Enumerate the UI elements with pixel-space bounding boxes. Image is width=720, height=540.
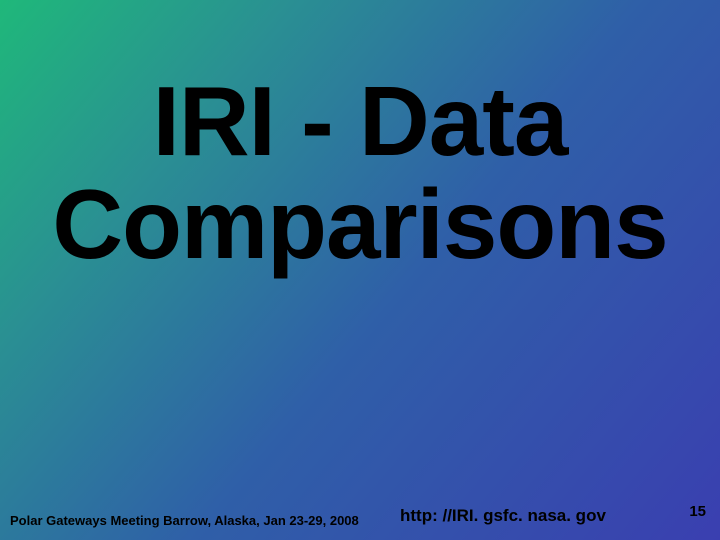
footer-meeting-text: Polar Gateways Meeting Barrow, Alaska, J… — [10, 513, 359, 528]
footer-page-number: 15 — [689, 503, 706, 520]
title-line-1: IRI - Data — [0, 70, 720, 173]
footer-url-text: http: //IRI. gsfc. nasa. gov — [400, 506, 606, 526]
slide: IRI - Data Comparisons Polar Gateways Me… — [0, 0, 720, 540]
slide-title: IRI - Data Comparisons — [0, 70, 720, 276]
slide-footer: Polar Gateways Meeting Barrow, Alaska, J… — [0, 500, 720, 528]
title-line-2: Comparisons — [0, 173, 720, 276]
